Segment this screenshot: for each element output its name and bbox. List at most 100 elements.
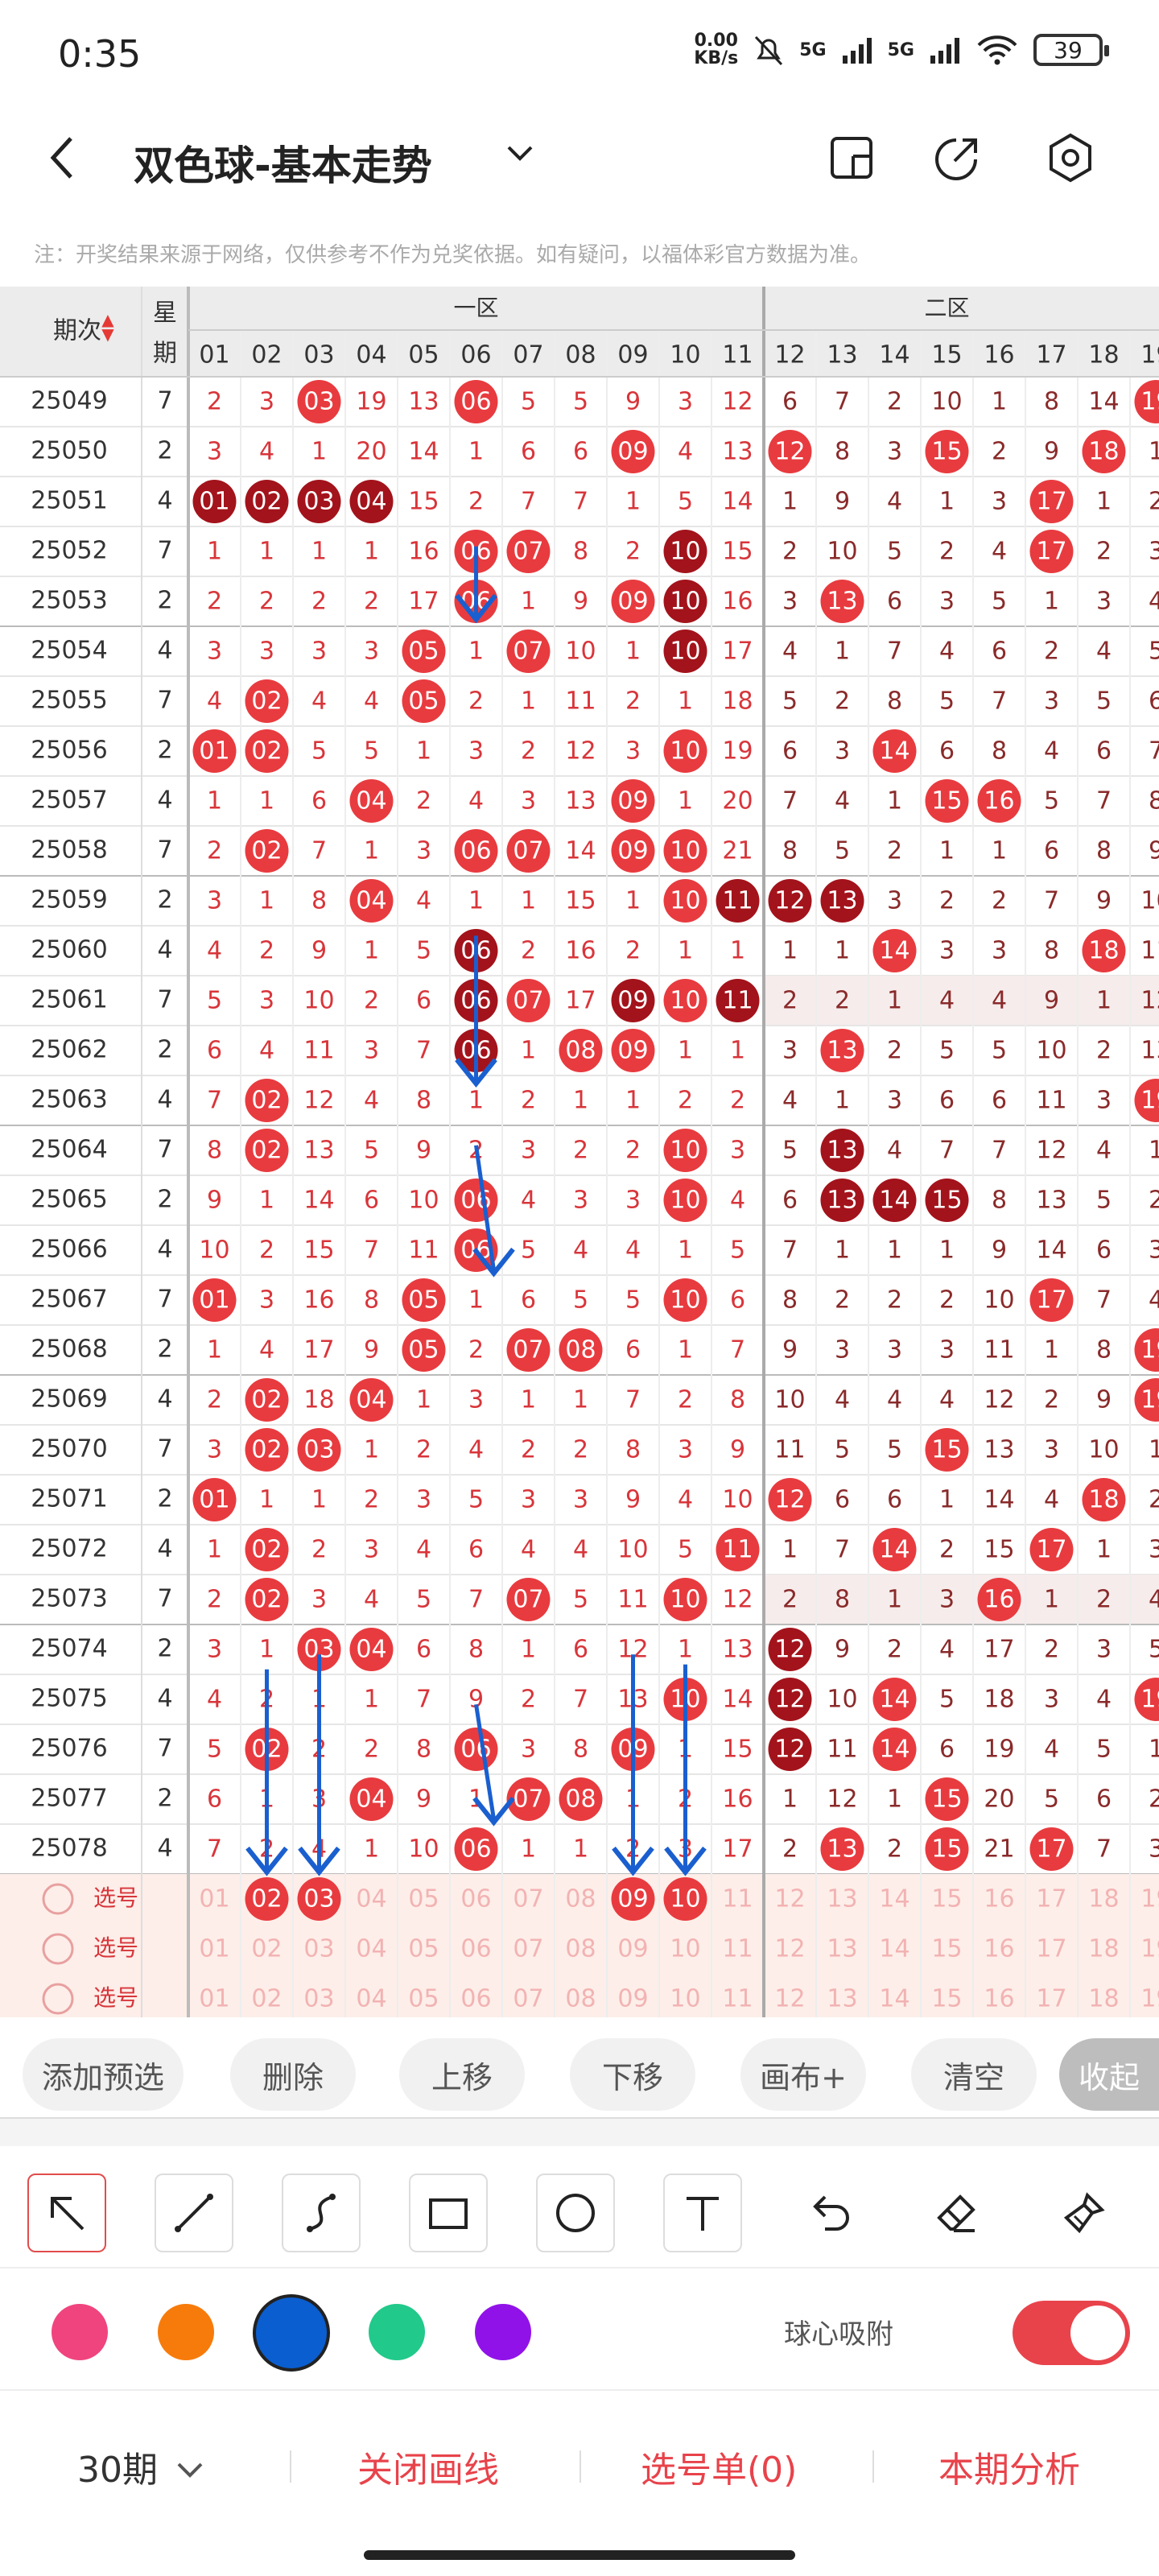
page-title[interactable]: 双色球-基本走势 — [134, 142, 432, 189]
winning-ball — [611, 430, 655, 473]
eraser-button[interactable] — [918, 2174, 996, 2252]
week-cell: 7 — [157, 1136, 172, 1164]
miss-count: 4 — [939, 987, 955, 1015]
trend-chart-grid[interactable]: 期次 ▲ ▼ 星期一区 二区 01 02 03 04 05 06 07 08 09 10 11 12 13 14 15… — [0, 287, 1159, 2017]
winning-ball — [245, 1129, 289, 1172]
miss-count: 6 — [887, 588, 902, 616]
period-analysis-button[interactable]: 本期分析 — [938, 2450, 1080, 2491]
miss-count: 2 — [939, 887, 955, 915]
winning-ball — [820, 1179, 864, 1222]
week-cell: 4 — [157, 1835, 172, 1863]
collapse-button[interactable]: 收起 — [1059, 2038, 1159, 2111]
period-select[interactable]: 30期 — [77, 2441, 206, 2492]
canvas-plus-button[interactable]: 画布+ — [740, 2038, 866, 2111]
period-cell: 25050 — [31, 437, 107, 465]
period-cell: 25075 — [31, 1685, 107, 1713]
clear-button[interactable]: 清空 — [911, 2038, 1037, 2111]
ball-number: 14 — [879, 737, 909, 766]
miss-count: 3 — [1149, 538, 1159, 566]
miss-count: 1 — [573, 1386, 588, 1414]
color-swatch-orange[interactable] — [158, 2304, 214, 2360]
arrow-tool-button[interactable] — [27, 2174, 106, 2252]
miss-count: 1 — [259, 1187, 274, 1215]
color-palette: 球心吸附 — [0, 2270, 1159, 2391]
miss-count: 13 — [722, 438, 753, 466]
line-tool-button[interactable] — [155, 2174, 233, 2252]
snap-toggle[interactable] — [1013, 2301, 1130, 2365]
miss-count: 7 — [1096, 787, 1112, 815]
winning-ball — [297, 380, 341, 423]
undo-button[interactable] — [790, 2174, 869, 2252]
add-preselect-button[interactable]: 添加预选 — [23, 2038, 184, 2111]
text-tool-button[interactable] — [663, 2174, 742, 2252]
winning-ball — [559, 1029, 603, 1072]
miss-count: 8 — [992, 737, 1007, 766]
winning-ball — [716, 879, 760, 923]
share-button[interactable] — [932, 132, 984, 184]
select-option-number: 11 — [722, 1885, 753, 1913]
miss-count: 4 — [364, 1087, 379, 1115]
miss-count: 13 — [1036, 1187, 1066, 1215]
settings-button[interactable] — [1045, 132, 1096, 184]
miss-count: 18 — [303, 1386, 334, 1414]
selected-ball-number: 09 — [617, 1885, 648, 1913]
miss-count: 1 — [939, 488, 955, 516]
miss-count: 3 — [521, 787, 536, 815]
clear-drawing-button[interactable] — [1045, 2174, 1124, 2252]
miss-count: 14 — [1036, 1236, 1066, 1265]
move-down-button[interactable]: 下移 — [570, 2038, 695, 2111]
miss-count: 1 — [625, 1087, 641, 1115]
winning-ball — [192, 480, 237, 523]
drawn-arrow-head — [664, 1846, 707, 1876]
select-option-number: 03 — [303, 1935, 334, 1963]
miss-count: 1 — [625, 488, 641, 516]
miss-count: 1 — [259, 1486, 274, 1514]
title-dropdown[interactable] — [505, 137, 534, 172]
miss-count: 6 — [782, 388, 798, 416]
miss-count: 9 — [311, 937, 327, 965]
circle-tool-button[interactable] — [536, 2174, 615, 2252]
miss-count: 5 — [364, 737, 379, 766]
pick-list-button[interactable]: 选号单(0) — [641, 2450, 798, 2491]
miss-count: 2 — [625, 687, 641, 716]
miss-count: 10 — [722, 1486, 753, 1514]
color-swatch-pink[interactable] — [52, 2304, 108, 2360]
ball-number: 19 — [1140, 388, 1159, 416]
miss-count: 7 — [835, 1536, 850, 1564]
miss-count: 6 — [468, 1536, 484, 1564]
close-lines-button[interactable]: 关闭画线 — [357, 2450, 499, 2491]
miss-count: 1 — [730, 937, 745, 965]
clock: 0:35 — [58, 32, 142, 76]
miss-count: 6 — [1096, 737, 1112, 766]
miss-count: 11 — [565, 687, 596, 716]
miss-count: 1 — [782, 1785, 798, 1814]
ball-number: 17 — [1036, 1835, 1066, 1864]
winning-ball — [559, 1328, 603, 1372]
screen-button[interactable] — [826, 132, 877, 184]
miss-count: 9 — [1149, 837, 1159, 865]
period-cell: 25069 — [31, 1385, 107, 1414]
selected-ball — [611, 1877, 655, 1921]
selected-ball-number: 10 — [670, 1885, 700, 1913]
curve-tool-button[interactable] — [282, 2174, 361, 2252]
delete-button[interactable]: 删除 — [230, 2038, 356, 2111]
period-cell: 25068 — [31, 1335, 107, 1364]
miss-count: 7 — [416, 1037, 431, 1065]
miss-count: 6 — [782, 1187, 798, 1215]
color-swatch-green[interactable] — [369, 2304, 425, 2360]
miss-count: 15 — [722, 538, 753, 566]
back-button[interactable] — [47, 134, 79, 192]
miss-count: 11 — [1140, 937, 1159, 965]
color-swatch-purple[interactable] — [475, 2304, 531, 2360]
miss-count: 4 — [573, 1536, 588, 1564]
miss-count: 8 — [782, 1286, 798, 1315]
winning-ball — [506, 1777, 551, 1821]
winning-ball — [297, 1628, 341, 1671]
rectangle-tool-button[interactable] — [409, 2174, 488, 2252]
miss-count: 2 — [835, 687, 850, 716]
ball-number: 10 — [670, 538, 700, 566]
miss-count: 15 — [722, 1736, 753, 1764]
move-up-button[interactable]: 上移 — [399, 2038, 525, 2111]
color-swatch-blue[interactable] — [253, 2294, 330, 2372]
